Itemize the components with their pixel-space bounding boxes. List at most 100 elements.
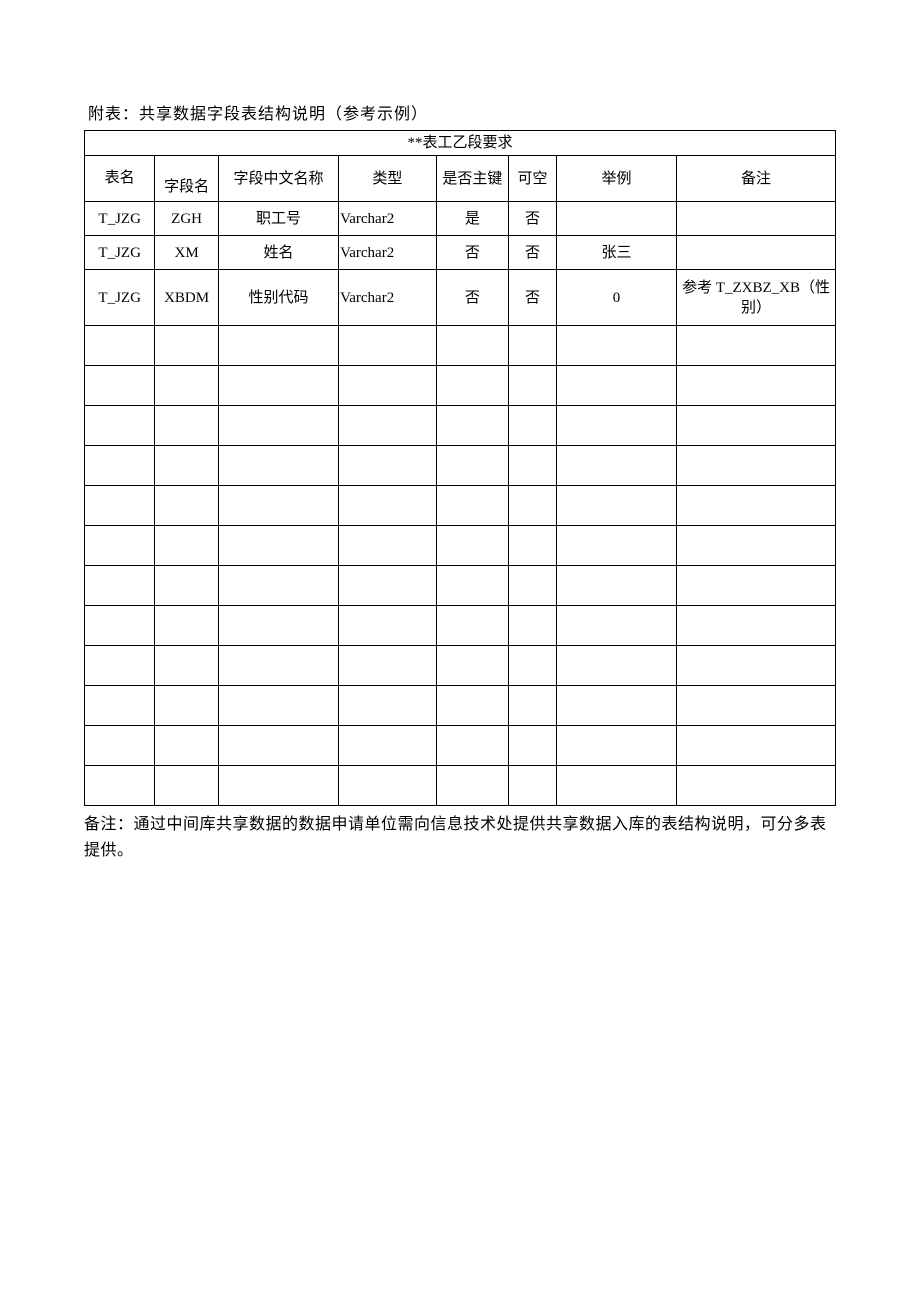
table-cell bbox=[155, 406, 219, 446]
table-cell bbox=[85, 566, 155, 606]
table-cell bbox=[677, 726, 836, 766]
table-header-row: 表名 字段名 字段中文名称 类型 是否主键 可空 举例 备注 bbox=[85, 156, 836, 202]
table-row bbox=[85, 366, 836, 406]
table-cell bbox=[556, 526, 676, 566]
table-row bbox=[85, 606, 836, 646]
table-cell bbox=[509, 566, 557, 606]
table-caption-row: **表工乙段要求 bbox=[85, 131, 836, 156]
table-cell bbox=[556, 406, 676, 446]
table-cell bbox=[677, 366, 836, 406]
col-header-field-cn-name: 字段中文名称 bbox=[218, 156, 338, 202]
table-cell bbox=[339, 486, 437, 526]
table-cell bbox=[155, 326, 219, 366]
table-cell bbox=[339, 726, 437, 766]
table-cell bbox=[218, 406, 338, 446]
table-cell: Varchar2 bbox=[339, 236, 437, 270]
table-cell bbox=[509, 766, 557, 806]
table-row: T_JZGXM姓名Varchar2否否张三 bbox=[85, 236, 836, 270]
document-title: 附表：共享数据字段表结构说明（参考示例） bbox=[84, 100, 836, 124]
table-cell bbox=[677, 526, 836, 566]
table-cell bbox=[436, 326, 509, 366]
table-cell bbox=[436, 406, 509, 446]
table-cell: 是 bbox=[436, 202, 509, 236]
table-cell bbox=[556, 686, 676, 726]
table-cell bbox=[218, 366, 338, 406]
table-row bbox=[85, 686, 836, 726]
table-cell: 否 bbox=[509, 202, 557, 236]
table-cell bbox=[436, 366, 509, 406]
table-row bbox=[85, 646, 836, 686]
table-cell: 姓名 bbox=[218, 236, 338, 270]
table-cell bbox=[218, 686, 338, 726]
table-cell bbox=[509, 526, 557, 566]
table-cell bbox=[218, 566, 338, 606]
col-header-example: 举例 bbox=[556, 156, 676, 202]
table-cell bbox=[436, 566, 509, 606]
table-cell bbox=[436, 446, 509, 486]
table-row: T_JZGZGH职工号Varchar2是否 bbox=[85, 202, 836, 236]
table-cell bbox=[218, 446, 338, 486]
schema-table: **表工乙段要求 表名 字段名 字段中文名称 类型 是否主键 可空 举例 备注 … bbox=[84, 130, 836, 806]
col-header-table-name: 表名 bbox=[85, 156, 155, 202]
table-cell bbox=[556, 366, 676, 406]
table-cell bbox=[339, 326, 437, 366]
table-cell bbox=[556, 326, 676, 366]
table-cell bbox=[436, 526, 509, 566]
table-cell bbox=[155, 766, 219, 806]
table-cell: T_JZG bbox=[85, 236, 155, 270]
table-cell bbox=[436, 646, 509, 686]
table-cell bbox=[339, 366, 437, 406]
table-cell bbox=[339, 606, 437, 646]
table-cell: 否 bbox=[509, 270, 557, 326]
table-cell bbox=[339, 406, 437, 446]
table-cell: T_JZG bbox=[85, 270, 155, 326]
table-cell bbox=[155, 686, 219, 726]
table-cell bbox=[677, 686, 836, 726]
table-cell bbox=[509, 686, 557, 726]
table-cell bbox=[509, 366, 557, 406]
table-cell bbox=[85, 406, 155, 446]
table-cell bbox=[85, 766, 155, 806]
table-cell bbox=[677, 236, 836, 270]
table-cell bbox=[155, 486, 219, 526]
table-cell bbox=[155, 646, 219, 686]
table-cell bbox=[556, 646, 676, 686]
table-row bbox=[85, 526, 836, 566]
table-cell bbox=[677, 406, 836, 446]
table-cell bbox=[218, 646, 338, 686]
table-cell bbox=[155, 526, 219, 566]
table-row: T_JZGXBDM性别代码Varchar2否否0参考 T_ZXBZ_XB（性别） bbox=[85, 270, 836, 326]
table-cell bbox=[339, 526, 437, 566]
table-cell bbox=[677, 766, 836, 806]
table-cell: Varchar2 bbox=[339, 202, 437, 236]
table-cell: ZGH bbox=[155, 202, 219, 236]
table-cell: 否 bbox=[509, 236, 557, 270]
table-cell: 性别代码 bbox=[218, 270, 338, 326]
table-cell: XM bbox=[155, 236, 219, 270]
table-row bbox=[85, 566, 836, 606]
table-cell bbox=[85, 366, 155, 406]
table-cell bbox=[509, 406, 557, 446]
table-cell: 否 bbox=[436, 236, 509, 270]
table-cell: 0 bbox=[556, 270, 676, 326]
table-cell bbox=[218, 326, 338, 366]
table-cell bbox=[436, 606, 509, 646]
table-cell: 张三 bbox=[556, 236, 676, 270]
table-cell bbox=[556, 486, 676, 526]
table-cell bbox=[677, 202, 836, 236]
table-cell bbox=[677, 446, 836, 486]
col-header-pk: 是否主键 bbox=[436, 156, 509, 202]
table-cell bbox=[155, 446, 219, 486]
table-cell bbox=[85, 526, 155, 566]
col-header-remark: 备注 bbox=[677, 156, 836, 202]
footnote: 备注：通过中间库共享数据的数据申请单位需向信息技术处提供共享数据入库的表结构说明… bbox=[84, 812, 836, 863]
table-cell bbox=[155, 366, 219, 406]
table-row bbox=[85, 406, 836, 446]
table-cell bbox=[155, 566, 219, 606]
table-row bbox=[85, 486, 836, 526]
table-cell bbox=[677, 566, 836, 606]
table-cell bbox=[556, 606, 676, 646]
table-cell: 参考 T_ZXBZ_XB（性别） bbox=[677, 270, 836, 326]
table-cell bbox=[436, 486, 509, 526]
table-cell: 否 bbox=[436, 270, 509, 326]
